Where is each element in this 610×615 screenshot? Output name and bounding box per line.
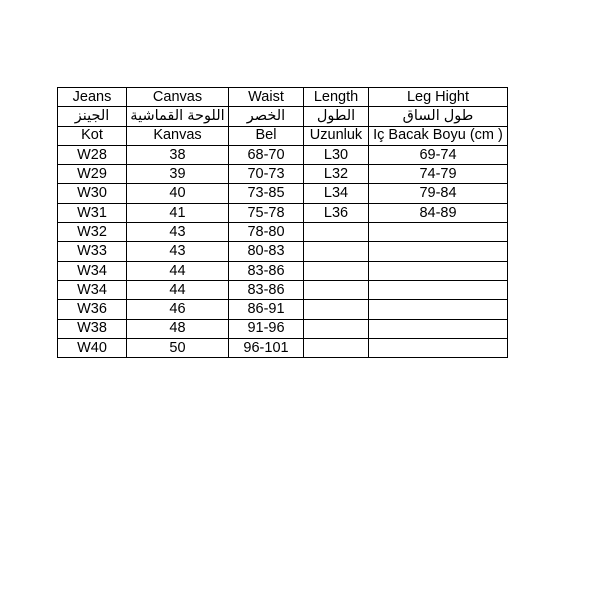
cell-leg-range: 74-79 bbox=[368, 164, 508, 185]
cell-canvas-size: 48 bbox=[126, 318, 229, 339]
empty-cell bbox=[368, 337, 508, 359]
header-jeans-turkish: Kot bbox=[57, 125, 127, 146]
table-row: W34 44 83-86 bbox=[57, 260, 508, 281]
empty-cell bbox=[368, 318, 508, 339]
cell-canvas-size: 40 bbox=[126, 183, 229, 204]
cell-jeans-size: W34 bbox=[57, 260, 127, 281]
empty-cell bbox=[303, 299, 369, 320]
cell-jeans-size: W33 bbox=[57, 241, 127, 262]
empty-cell bbox=[368, 260, 508, 281]
header-canvas: Canvas bbox=[126, 86, 229, 108]
empty-cell bbox=[303, 318, 369, 339]
header-waist-arabic: الخصر bbox=[228, 106, 304, 127]
cell-jeans-size: W34 bbox=[57, 279, 127, 301]
cell-waist-range: 86-91 bbox=[228, 299, 304, 320]
cell-leg-range: 84-89 bbox=[368, 202, 508, 224]
empty-cell bbox=[303, 241, 369, 262]
empty-cell bbox=[368, 241, 508, 262]
cell-jeans-size: W32 bbox=[57, 222, 127, 243]
header-length-turkish: Uzunluk bbox=[303, 125, 369, 146]
cell-waist-range: 83-86 bbox=[228, 260, 304, 281]
header-leg-hight-turkish: Iç Bacak Boyu (cm ) bbox=[368, 125, 508, 146]
header-canvas-turkish: Kanvas bbox=[126, 125, 229, 146]
cell-waist-range: 91-96 bbox=[228, 318, 304, 339]
cell-jeans-size: W29 bbox=[57, 164, 127, 185]
header-jeans-arabic: الجينز bbox=[57, 106, 127, 127]
cell-canvas-size: 43 bbox=[126, 241, 229, 262]
cell-length-size: L34 bbox=[303, 183, 369, 204]
cell-waist-range: 73-85 bbox=[228, 183, 304, 204]
cell-waist-range: 80-83 bbox=[228, 241, 304, 262]
cell-waist-range: 68-70 bbox=[228, 144, 304, 166]
header-length: Length bbox=[303, 86, 369, 108]
header-row-arabic: الجينز اللوحة القماشية الخصر الطول طول ا… bbox=[57, 106, 508, 127]
cell-waist-range: 75-78 bbox=[228, 202, 304, 224]
cell-leg-range: 79-84 bbox=[368, 183, 508, 204]
cell-jeans-size: W31 bbox=[57, 202, 127, 224]
cell-jeans-size: W36 bbox=[57, 299, 127, 320]
cell-leg-range: 69-74 bbox=[368, 144, 508, 166]
cell-jeans-size: W38 bbox=[57, 318, 127, 339]
table-row: W31 41 75-78 L36 84-89 bbox=[57, 202, 508, 224]
table-row: W34 44 83-86 bbox=[57, 279, 508, 301]
header-row-turkish: Kot Kanvas Bel Uzunluk Iç Bacak Boyu (cm… bbox=[57, 125, 508, 146]
cell-waist-range: 70-73 bbox=[228, 164, 304, 185]
header-leg-hight-arabic: طول الساق bbox=[368, 106, 508, 127]
cell-waist-range: 78-80 bbox=[228, 222, 304, 243]
table-row: W40 50 96-101 bbox=[57, 337, 508, 359]
cell-canvas-size: 46 bbox=[126, 299, 229, 320]
cell-canvas-size: 39 bbox=[126, 164, 229, 185]
table-row: W30 40 73-85 L34 79-84 bbox=[57, 183, 508, 204]
table-row: W32 43 78-80 bbox=[57, 222, 508, 243]
header-row-english: Jeans Canvas Waist Length Leg Hight bbox=[57, 86, 508, 108]
table-row: W33 43 80-83 bbox=[57, 241, 508, 262]
header-waist: Waist bbox=[228, 86, 304, 108]
cell-jeans-size: W30 bbox=[57, 183, 127, 204]
table-row: W36 46 86-91 bbox=[57, 299, 508, 320]
header-jeans: Jeans bbox=[57, 86, 127, 108]
cell-length-size: L32 bbox=[303, 164, 369, 185]
empty-cell bbox=[303, 279, 369, 301]
cell-canvas-size: 43 bbox=[126, 222, 229, 243]
empty-cell bbox=[303, 337, 369, 359]
empty-cell bbox=[368, 222, 508, 243]
cell-canvas-size: 41 bbox=[126, 202, 229, 224]
header-length-arabic: الطول bbox=[303, 106, 369, 127]
cell-canvas-size: 38 bbox=[126, 144, 229, 166]
cell-waist-range: 96-101 bbox=[228, 337, 304, 359]
cell-canvas-size: 44 bbox=[126, 279, 229, 301]
header-waist-turkish: Bel bbox=[228, 125, 304, 146]
table-row: W38 48 91-96 bbox=[57, 318, 508, 339]
table-row: W28 38 68-70 L30 69-74 bbox=[57, 144, 508, 166]
empty-cell bbox=[303, 260, 369, 281]
cell-canvas-size: 50 bbox=[126, 337, 229, 359]
cell-jeans-size: W28 bbox=[57, 144, 127, 166]
cell-length-size: L36 bbox=[303, 202, 369, 224]
cell-jeans-size: W40 bbox=[57, 337, 127, 359]
cell-waist-range: 83-86 bbox=[228, 279, 304, 301]
header-leg-hight: Leg Hight bbox=[368, 86, 508, 108]
empty-cell bbox=[368, 299, 508, 320]
cell-length-size: L30 bbox=[303, 144, 369, 166]
table-row: W29 39 70-73 L32 74-79 bbox=[57, 164, 508, 185]
header-canvas-arabic: اللوحة القماشية bbox=[126, 106, 229, 127]
size-chart-table: Jeans Canvas Waist Length Leg Hight الجي… bbox=[57, 86, 508, 359]
empty-cell bbox=[368, 279, 508, 301]
cell-canvas-size: 44 bbox=[126, 260, 229, 281]
size-chart: Jeans Canvas Waist Length Leg Hight الجي… bbox=[57, 86, 508, 359]
empty-cell bbox=[303, 222, 369, 243]
